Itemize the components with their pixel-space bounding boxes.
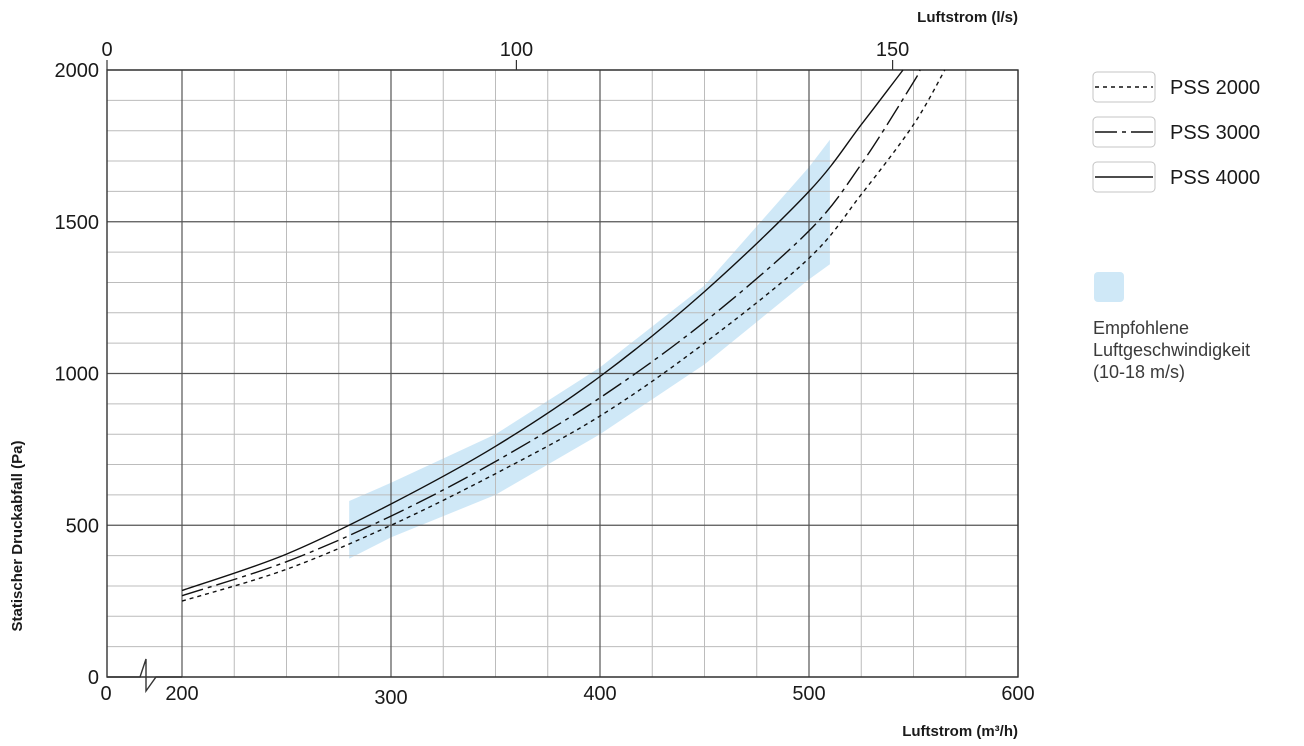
legend-label: PSS 2000	[1170, 77, 1260, 99]
x-tick-label: 400	[583, 683, 616, 705]
x-tick-label: 200	[165, 683, 198, 705]
x-tick-label: 600	[1001, 683, 1034, 705]
series-line-pss-4000	[181, 69, 904, 592]
x-axis-origin-label: 0	[100, 683, 111, 705]
recommended-velocity-band-layer	[349, 139, 830, 559]
x2-axis-title: Luftstrom (l/s)	[917, 9, 1018, 26]
x-tick-label: 300	[374, 687, 407, 709]
legend-swatch-box	[1092, 71, 1156, 103]
legend: PSS 2000 PSS 3000 PSS 4000 EmpfohleneLuftge…	[1092, 71, 1260, 382]
x-tick-label: 500	[792, 683, 825, 705]
grid-layer	[106, 60, 1019, 694]
y-axis-title: Statischer Druckabfall (Pa)	[9, 441, 26, 632]
legend-label: PSS 4000	[1170, 167, 1260, 189]
x2-tick-label: 0	[101, 39, 112, 61]
y-tick-label: 0	[88, 667, 99, 689]
axis-break-marker	[107, 658, 182, 694]
x-axis-title: Luftstrom (m³/h)	[902, 723, 1018, 740]
series-line-pss-3000	[181, 69, 921, 597]
series-line-pss-2000	[181, 69, 946, 602]
x2-tick-label: 100	[500, 39, 533, 61]
legend-label: PSS 3000	[1170, 122, 1260, 144]
y-tick-label: 500	[66, 515, 99, 537]
axis-layer: Luftstrom (l/s) Luftstrom (m³/h) Statisc…	[9, 9, 1035, 740]
legend-band-label: (10-18 m/s)	[1093, 362, 1185, 382]
series-layer	[181, 69, 946, 602]
legend-band-label: Luftgeschwindigkeit	[1093, 340, 1250, 360]
x2-tick-label: 150	[876, 39, 909, 61]
legend-band-swatch	[1094, 272, 1124, 302]
legend-band-label: Empfohlene	[1093, 318, 1189, 338]
recommended-velocity-band	[349, 139, 830, 559]
y-tick-label: 1000	[55, 364, 100, 386]
y-tick-label: 2000	[55, 60, 100, 82]
y-tick-label: 1500	[55, 212, 100, 234]
plot-frame	[106, 69, 1019, 678]
